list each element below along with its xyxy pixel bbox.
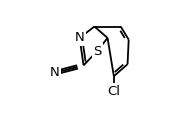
Text: N: N	[75, 31, 84, 44]
Text: Cl: Cl	[107, 85, 120, 98]
Text: N: N	[50, 66, 60, 79]
Text: S: S	[93, 45, 102, 58]
